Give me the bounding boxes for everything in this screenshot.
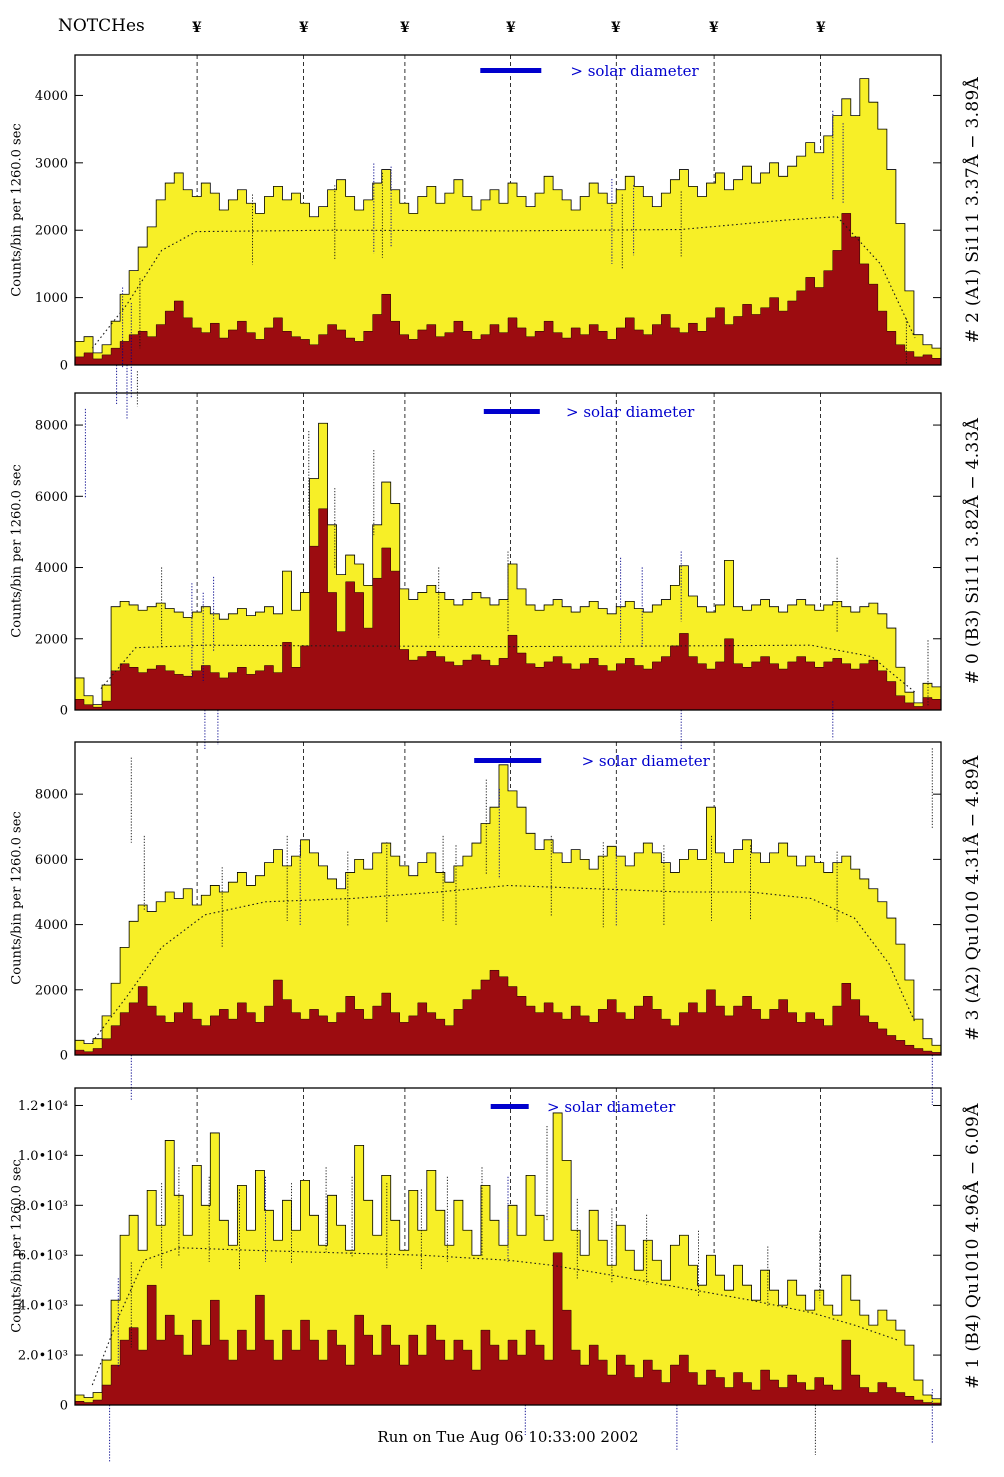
red-histogram: [74, 1252, 942, 1406]
solar-diameter-label: > solar diameter: [566, 403, 695, 421]
solar-diameter-label: > solar diameter: [570, 62, 699, 80]
panel-chart-si111-b3: 0 2000 4000 6000 8000 > solar diameter: [35, 392, 942, 750]
y-tick-label: 4000: [35, 89, 68, 104]
yellow-histogram: [74, 764, 942, 1056]
notch-symbol: ¥: [816, 20, 826, 36]
y-tick-label: 0: [60, 1049, 68, 1064]
plot-frame: [74, 54, 942, 366]
y-tick-label: 8000: [35, 419, 68, 434]
panel-title-4: # 1 (B4) Qu1010 4.96Å − 6.09Å: [963, 1103, 983, 1389]
y-axis-label-panel-3: Counts/bin per 1260.0 sec: [9, 811, 25, 985]
plot-frame: [74, 1087, 942, 1406]
y-tick-label: 1000: [35, 291, 68, 306]
y-tick-label: 1.0•10⁴: [18, 1149, 68, 1164]
notch-symbol: ¥: [192, 20, 202, 36]
fit-curve-dotted: [100, 644, 916, 693]
y-tick-label: 2000: [35, 224, 68, 239]
y-tick-label: 2000: [35, 983, 68, 998]
notch-symbol: ¥: [709, 20, 719, 36]
notch-symbol: ¥: [506, 20, 516, 36]
y-tick-label: 4.0•10³: [18, 1299, 68, 1314]
notch-symbol: ¥: [611, 20, 621, 36]
panel-title-3: # 3 (A2) Qu1010 4.31Å − 4.89Å: [963, 755, 983, 1041]
red-histogram: [74, 213, 942, 366]
panel-title-1: # 2 (A1) Si111 3.37Å − 3.89Å: [963, 76, 983, 344]
solar-diameter-label: > solar diameter: [582, 752, 711, 770]
y-axis-label-panel-4: Counts/bin per 1260.0 sec: [9, 1159, 25, 1333]
y-axis-label-panel-2: Counts/bin per 1260.0 sec: [9, 464, 25, 638]
y-tick-label: 6000: [35, 853, 68, 868]
fit-curve-dotted: [91, 1247, 898, 1386]
plot-frame: [74, 392, 942, 711]
solar-diameter-bar: [474, 758, 542, 763]
y-tick-label: 4000: [35, 561, 68, 576]
y-tick-label: 6.0•10³: [18, 1249, 68, 1264]
solar-diameter-bar: [483, 409, 540, 414]
notch-symbol: ¥: [400, 20, 410, 36]
red-histogram: [74, 969, 942, 1056]
plot-frame: [74, 741, 942, 1056]
y-tick-label: 0: [60, 359, 68, 374]
y-axis-label-panel-1: Counts/bin per 1260.0 sec: [9, 123, 25, 297]
y-tick-label: 0: [60, 1399, 68, 1414]
run-timestamp: Run on Tue Aug 06 10:33:00 2002: [377, 1428, 639, 1446]
y-tick-label: 8.0•10³: [18, 1199, 68, 1214]
red-histogram: [74, 508, 942, 711]
y-tick-label: 6000: [35, 490, 68, 505]
y-tick-label: 4000: [35, 918, 68, 933]
solar-diameter-label: > solar diameter: [547, 1098, 676, 1116]
notches-label: NOTCHes: [58, 16, 145, 36]
y-tick-label: 8000: [35, 788, 68, 803]
y-tick-label: 0: [60, 704, 68, 719]
fit-curve-dotted: [91, 216, 916, 349]
fit-curve-dotted: [91, 884, 916, 1043]
solar-diameter-bar: [490, 1104, 529, 1109]
panel-chart-qu1010-b4: 0 2.0•10³ 4.0•10³ 6.0•10³ 8.0•10³ 1.0•10⁴ 1.2•…: [18, 1087, 942, 1463]
panel-title-2: # 0 (B3) Si111 3.82Å − 4.33Å: [963, 417, 983, 685]
y-tick-label: 2.0•10³: [18, 1349, 68, 1364]
y-tick-label: 3000: [35, 156, 68, 171]
panel-chart-qu1010-a2: 0 2000 4000 6000 8000 > solar diameter: [35, 701, 942, 1105]
notch-symbol: ¥: [299, 20, 309, 36]
solar-diameter-bar: [480, 68, 542, 73]
yellow-histogram: [74, 78, 942, 366]
y-tick-label: 2000: [35, 632, 68, 647]
panel-chart-si111-a1: 0 1000 2000 3000 4000 > solar diameter: [35, 54, 942, 420]
y-tick-label: 1.2•10⁴: [18, 1099, 68, 1114]
